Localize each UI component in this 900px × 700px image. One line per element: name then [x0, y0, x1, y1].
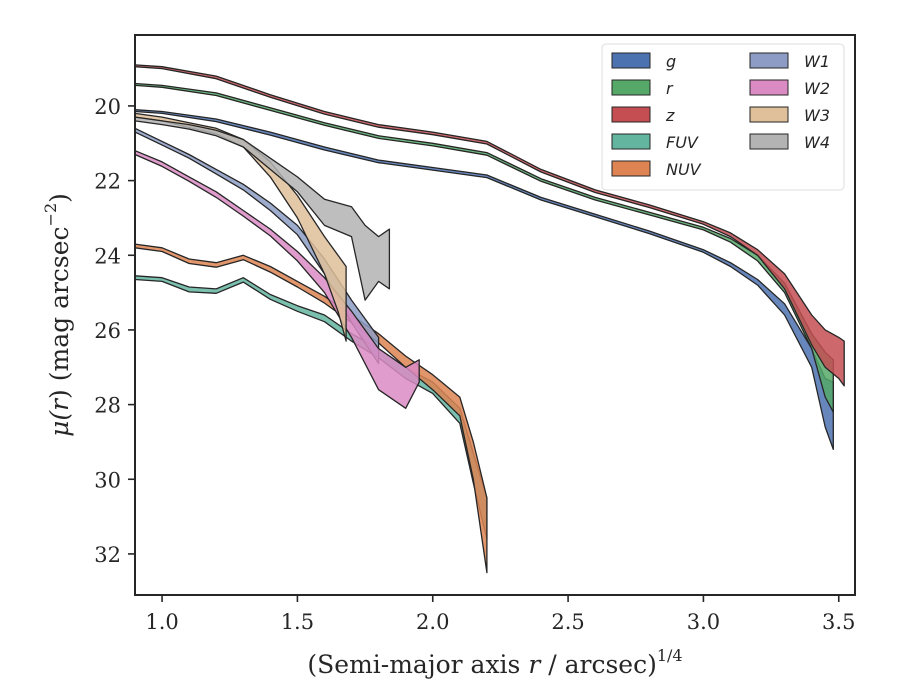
legend: grz FUV NUV W1 W2 W3 W4: [601, 43, 845, 191]
legend-swatch-nuv: [611, 160, 651, 177]
band-r: [134, 82, 834, 413]
y-tick-label: 30: [94, 468, 121, 492]
bands-layer: [134, 64, 845, 574]
legend-swatch-r: [611, 79, 651, 96]
plot-frame: [134, 34, 856, 596]
band-w4: [134, 116, 391, 301]
y-axis: 20 22 24 26 28 30 32: [94, 95, 135, 567]
legend-label-r: r: [666, 79, 674, 98]
y-tick-label: 24: [94, 244, 121, 268]
y-tick-label: 28: [94, 394, 121, 418]
legend-swatch-w4: [749, 133, 789, 150]
legend-label-nuv: NUV: [666, 160, 702, 179]
y-axis-label: μ(r) (mag arcsec−2): [41, 193, 74, 437]
y-tick-label: 32: [94, 543, 121, 567]
legend-label-z: z: [665, 106, 675, 125]
band-z: [134, 64, 845, 387]
band-fuv: [134, 275, 488, 540]
x-axis: 1.0 1.5 2.0 2.5 3.0 3.5: [145, 595, 855, 634]
legend-label-w2: W2: [804, 79, 830, 98]
x-tick-label: 1.5: [281, 610, 314, 634]
x-tick-label: 2.5: [551, 610, 584, 634]
legend-swatch-w2: [749, 79, 789, 96]
legend-label-fuv: FUV: [666, 133, 699, 152]
band-w2: [134, 150, 420, 409]
legend-label-w4: W4: [804, 133, 830, 152]
x-axis-label: (Semi-major axis r / arcsec)1/4: [307, 646, 682, 679]
y-tick-label: 26: [94, 319, 121, 343]
legend-swatch-g: [611, 52, 651, 69]
legend-label-g: g: [666, 52, 676, 71]
legend-swatch-w1: [749, 52, 789, 69]
band-g: [134, 109, 834, 451]
y-tick-label: 20: [94, 95, 121, 119]
y-tick-label: 22: [94, 170, 121, 194]
x-tick-label: 2.0: [416, 610, 449, 634]
x-tick-label: 3.0: [687, 610, 720, 634]
legend-swatch-w3: [749, 106, 789, 123]
x-tick-label: 3.5: [822, 610, 855, 634]
legend-label-w1: W1: [804, 52, 830, 71]
x-tick-label: 1.0: [145, 610, 178, 634]
legend-label-w3: W3: [804, 106, 830, 125]
legend-swatch-z: [611, 106, 651, 123]
band-nuv: [134, 243, 488, 574]
legend-swatch-fuv: [611, 133, 651, 150]
